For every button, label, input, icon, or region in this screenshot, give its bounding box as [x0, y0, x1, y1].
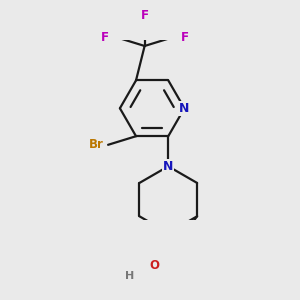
Text: F: F: [141, 9, 148, 22]
Text: O: O: [149, 259, 159, 272]
Text: N: N: [163, 160, 173, 173]
Text: H: H: [125, 272, 134, 281]
Text: F: F: [101, 31, 109, 44]
Text: Br: Br: [89, 138, 104, 151]
Text: N: N: [179, 102, 190, 115]
Text: F: F: [180, 31, 188, 44]
